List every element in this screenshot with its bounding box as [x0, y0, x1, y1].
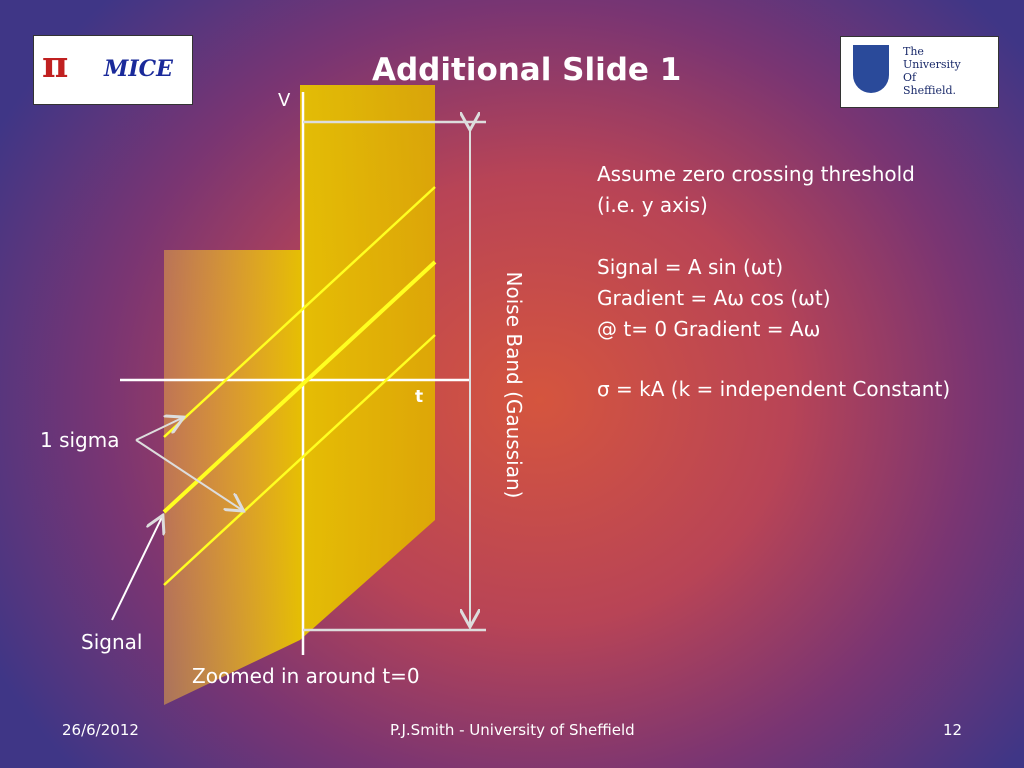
title: Additional Slide 1 — [372, 52, 682, 88]
crest — [853, 45, 889, 93]
logo-icon: π — [42, 44, 69, 86]
upper-sigma-line — [163, 186, 436, 438]
noise-band-label: Noise Band (Gaussian) — [502, 271, 526, 499]
logo-line: Of — [903, 71, 917, 84]
sigma-arrow — [135, 439, 242, 510]
body-text: σ = kA (k = independent Constant) — [597, 377, 951, 401]
noise-glow — [164, 85, 435, 705]
body-text: @ t= 0 Gradient = Aω — [597, 317, 821, 341]
signal-arrow — [111, 517, 162, 621]
v-label: V — [278, 90, 291, 111]
t-label: t — [415, 387, 424, 407]
lower-sigma-line — [163, 334, 436, 586]
body-text: Signal = A sin (ωt) — [597, 255, 784, 279]
sigma-arrow — [135, 418, 182, 441]
page-number: 12 — [943, 721, 963, 739]
sheffield-logo: The University Of Sheffield. — [840, 36, 999, 108]
mice-logo: π MICE — [33, 35, 193, 105]
signal-line — [162, 260, 437, 514]
logo-text: The University Of Sheffield. — [903, 45, 961, 97]
footer-date: 26/6/2012 — [62, 721, 139, 739]
sigma-label: 1 sigma — [40, 428, 120, 452]
logo-text: MICE — [104, 56, 173, 82]
logo-line: University — [903, 58, 961, 71]
caption: Zoomed in around t=0 — [192, 664, 420, 688]
body-text: Gradient = Aω cos (ωt) — [597, 286, 831, 310]
body-text: (i.e. y axis) — [597, 193, 708, 217]
footer-author: P.J.Smith - University of Sheffield — [390, 721, 635, 739]
logo-line: Sheffield. — [903, 84, 957, 97]
signal-label: Signal — [81, 630, 143, 654]
logo-line: The — [903, 45, 924, 58]
body-text: Assume zero crossing threshold — [597, 162, 915, 186]
